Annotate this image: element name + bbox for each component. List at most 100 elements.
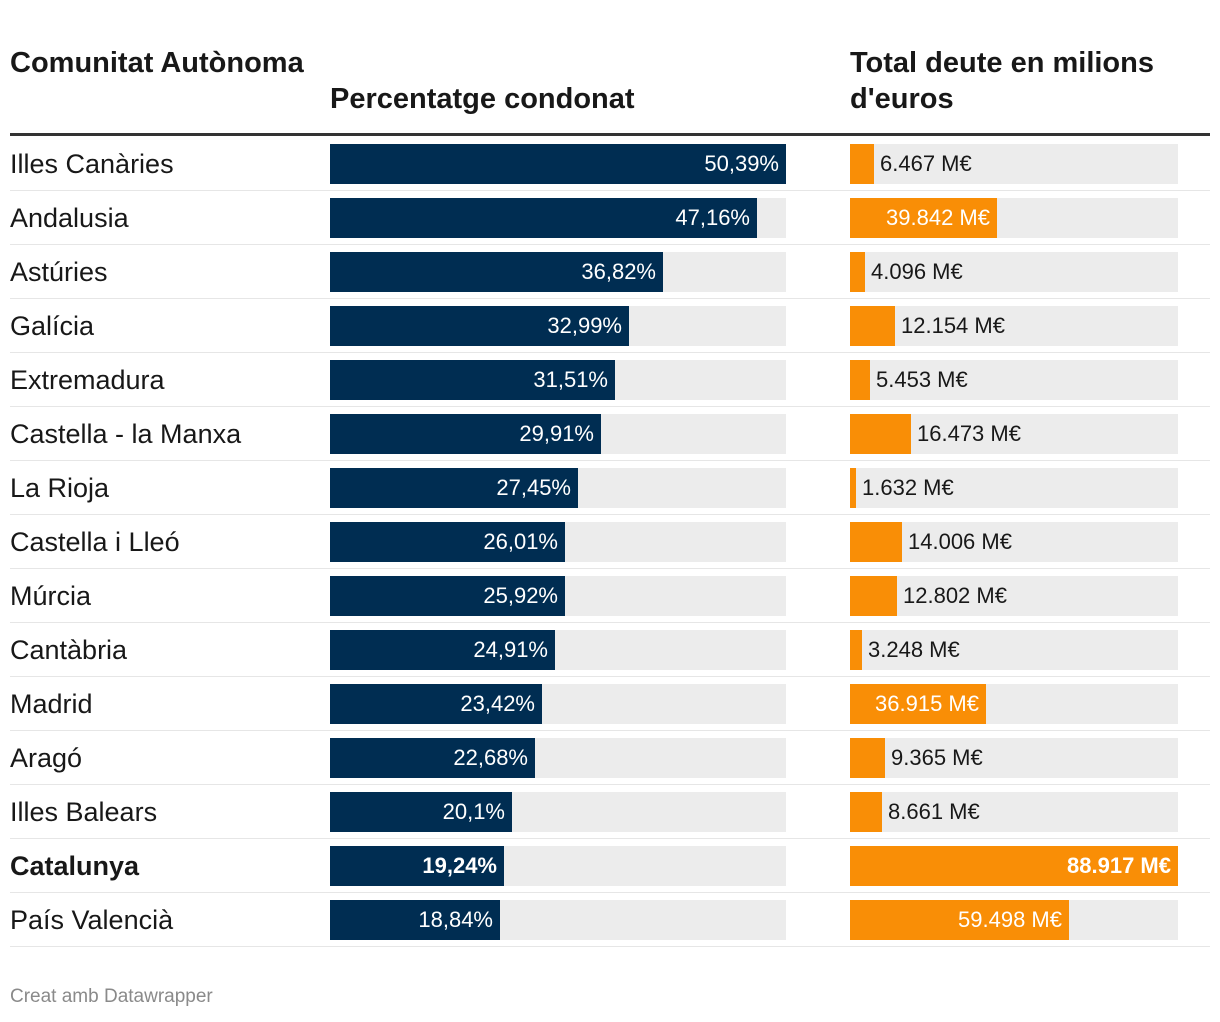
debt-label: 3.248 M€ <box>868 637 960 662</box>
debt-track: 39.842 M€ <box>850 198 1178 238</box>
region-name: Galícia <box>10 311 95 341</box>
row-separator <box>10 838 1210 839</box>
table-row: Andalusia 47,16% 39.842 M€ <box>0 191 1220 245</box>
debt-bar <box>850 306 895 346</box>
percentage-bar <box>330 900 500 940</box>
debt-label: 16.473 M€ <box>917 421 1021 446</box>
percentage-label: 23,42% <box>460 691 535 716</box>
debt-bar <box>850 576 897 616</box>
footer-credit: Creat amb Datawrapper <box>10 986 213 1007</box>
percentage-label: 22,68% <box>453 745 528 770</box>
percentage-label: 32,99% <box>547 313 622 338</box>
debt-label: 6.467 M€ <box>880 151 972 176</box>
percentage-label: 29,91% <box>519 421 594 446</box>
debt-bar <box>850 684 986 724</box>
percentage-label: 20,1% <box>442 799 505 824</box>
percentage-track: 22,68% <box>330 738 786 778</box>
debt-bar <box>850 900 1069 940</box>
debt-track: 6.467 M€ <box>850 144 1178 184</box>
percentage-bar <box>330 252 663 292</box>
percentage-bar <box>330 846 504 886</box>
region-name: Castella i Lleó <box>10 527 180 557</box>
region-name: Extremadura <box>10 365 165 395</box>
debt-label: 4.096 M€ <box>871 259 963 284</box>
debt-label: 14.006 M€ <box>908 529 1012 554</box>
debt-label: 5.453 M€ <box>876 367 968 392</box>
debt-bar <box>850 252 865 292</box>
percentage-track: 32,99% <box>330 306 786 346</box>
region-name: Illes Balears <box>10 797 158 827</box>
row-separator <box>10 406 1210 407</box>
debt-track: 16.473 M€ <box>850 414 1178 454</box>
percentage-label: 36,82% <box>581 259 656 284</box>
percentage-bar <box>330 414 601 454</box>
table-row: Catalunya 19,24% 88.917 M€ <box>0 839 1220 893</box>
debt-track: 88.917 M€ <box>850 846 1178 886</box>
debt-track: 3.248 M€ <box>850 630 1178 670</box>
table-row: Illes Canàries 50,39% 6.467 M€ <box>0 137 1220 191</box>
region-name: Andalusia <box>10 203 129 233</box>
debt-track: 9.365 M€ <box>850 738 1178 778</box>
table-row: Illes Balears 20,1% 8.661 M€ <box>0 785 1220 839</box>
debt-track: 8.661 M€ <box>850 792 1178 832</box>
row-separator <box>10 730 1210 731</box>
table-row: Cantàbria 24,91% 3.248 M€ <box>0 623 1220 677</box>
percentage-track: 47,16% <box>330 198 786 238</box>
debt-bar <box>850 846 1178 886</box>
region-name: Cantàbria <box>10 635 128 665</box>
percentage-label: 24,91% <box>473 637 548 662</box>
percentage-bar <box>330 792 512 832</box>
table-row: Múrcia 25,92% 12.802 M€ <box>0 569 1220 623</box>
debt-bar <box>850 468 856 508</box>
percentage-track: 24,91% <box>330 630 786 670</box>
percentage-label: 18,84% <box>418 907 493 932</box>
row-separator <box>10 568 1210 569</box>
percentage-bar <box>330 630 555 670</box>
debt-label: 39.842 M€ <box>886 205 990 230</box>
debt-label: 36.915 M€ <box>875 691 979 716</box>
percentage-track: 36,82% <box>330 252 786 292</box>
row-separator <box>10 622 1210 623</box>
percentage-bar <box>330 360 615 400</box>
debt-bar <box>850 630 862 670</box>
debt-track: 36.915 M€ <box>850 684 1178 724</box>
column-header-region: Comunitat Autònoma <box>10 47 304 79</box>
debt-label: 8.661 M€ <box>888 799 980 824</box>
percentage-bar <box>330 468 578 508</box>
region-name: Castella - la Manxa <box>10 419 242 449</box>
debt-track: 12.802 M€ <box>850 576 1178 616</box>
debt-label: 1.632 M€ <box>862 475 954 500</box>
percentage-label: 25,92% <box>483 583 558 608</box>
percentage-track: 25,92% <box>330 576 786 616</box>
percentage-track: 18,84% <box>330 900 786 940</box>
debt-track: 59.498 M€ <box>850 900 1178 940</box>
percentage-track: 31,51% <box>330 360 786 400</box>
row-separator <box>10 892 1210 893</box>
percentage-label: 19,24% <box>422 853 497 878</box>
table-row: La Rioja 27,45% 1.632 M€ <box>0 461 1220 515</box>
debt-track: 12.154 M€ <box>850 306 1178 346</box>
row-separator <box>10 190 1210 191</box>
table-row: Madrid 23,42% 36.915 M€ <box>0 677 1220 731</box>
debt-bar <box>850 144 874 184</box>
region-name: La Rioja <box>10 473 110 503</box>
table-row: País Valencià 18,84% 59.498 M€ <box>0 893 1220 947</box>
debt-label: 59.498 M€ <box>958 907 1062 932</box>
debt-bar <box>850 738 885 778</box>
region-name: Astúries <box>10 257 108 287</box>
percentage-bar <box>330 522 565 562</box>
row-separator <box>10 460 1210 461</box>
debt-bar <box>850 414 911 454</box>
row-separator <box>10 676 1210 677</box>
table-row: Castella i Lleó 26,01% 14.006 M€ <box>0 515 1220 569</box>
percentage-bar <box>330 684 542 724</box>
debt-label: 12.154 M€ <box>901 313 1005 338</box>
region-name: Catalunya <box>10 851 140 881</box>
table-row: Astúries 36,82% 4.096 M€ <box>0 245 1220 299</box>
percentage-bar <box>330 306 629 346</box>
debt-label: 12.802 M€ <box>903 583 1007 608</box>
table-row: Aragó 22,68% 9.365 M€ <box>0 731 1220 785</box>
percentage-track: 27,45% <box>330 468 786 508</box>
debt-bar <box>850 360 870 400</box>
region-name: País Valencià <box>10 905 174 935</box>
